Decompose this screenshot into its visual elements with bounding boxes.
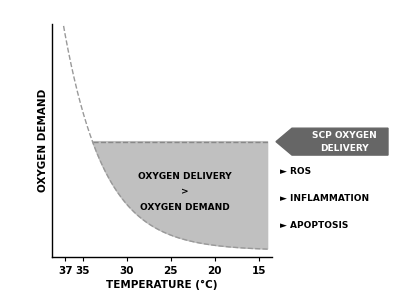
X-axis label: TEMPERATURE (°C): TEMPERATURE (°C) — [106, 280, 218, 290]
Text: ► APOPTOSIS: ► APOPTOSIS — [280, 221, 348, 230]
Text: OXYGEN DEMAND: OXYGEN DEMAND — [140, 203, 229, 212]
FancyArrow shape — [276, 128, 388, 155]
Text: OXYGEN DELIVERY: OXYGEN DELIVERY — [138, 172, 231, 181]
Text: SCP OXYGEN: SCP OXYGEN — [312, 131, 376, 140]
Y-axis label: OXYGEN DEMAND: OXYGEN DEMAND — [38, 89, 48, 192]
Text: ► INFLAMMATION: ► INFLAMMATION — [280, 194, 369, 203]
Polygon shape — [92, 142, 268, 249]
Text: DELIVERY: DELIVERY — [320, 144, 368, 153]
Text: >: > — [181, 187, 188, 196]
Text: ► ROS: ► ROS — [280, 167, 311, 176]
